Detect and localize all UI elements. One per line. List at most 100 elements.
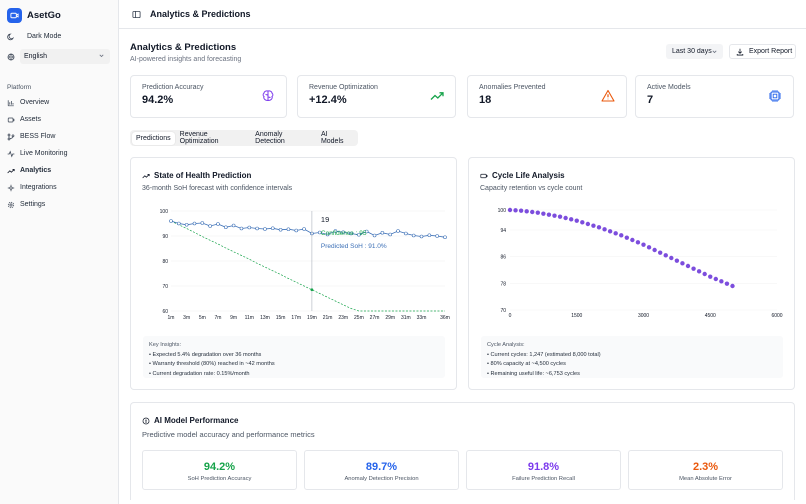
data-point [177,221,181,226]
export-label: Export Report [749,48,793,55]
x-tick-label: 3000 [638,313,649,319]
y-tick-label: 70 [500,308,506,314]
sidebar-item-label: Analytics [20,167,52,174]
brand-name: AsetGo [27,9,61,21]
sidebar-item-label: Assets [20,116,42,123]
x-tick-label: 6000 [771,313,782,319]
x-tick-label: 1500 [571,313,582,319]
y-tick-label: 86 [500,255,506,261]
sidebar-item-assets[interactable]: Assets [7,113,112,126]
data-point [630,237,635,243]
data-point [224,225,228,230]
data-point [247,225,252,230]
data-point [404,231,408,236]
cycle-insights: Cycle Analysis: • Current cycles: 1,247 … [481,336,783,378]
cycle-chart[interactable]: 70 78 86 94 100 0 1500 3000 4500 6000 [469,203,796,333]
soh-insight-item: • Current degradation rate: 0.15%/month [149,370,250,377]
data-point [580,220,585,225]
data-point [685,263,691,269]
main-content: Analytics & Predictions Analytics & Pred… [119,0,806,504]
alert-triangle-icon [601,89,615,102]
data-point [585,221,591,227]
stat-card-prediction-accuracy: Prediction Accuracy 94.2% [130,75,287,118]
x-tick-label: 27m [370,315,380,321]
data-point [419,234,424,239]
data-point [730,283,735,289]
cycle-insight-item: • 80% capacity at ~4,500 cycles [487,361,566,367]
export-report-button[interactable]: Export Report [729,44,796,59]
perf-label: Anomaly Detection Precision [344,476,419,482]
soh-prediction-card: State of Health Prediction 36-month SoH … [130,157,457,390]
page-title: Analytics & Predictions [130,42,237,53]
brand[interactable]: AsetGo [7,7,61,23]
data-point [541,211,546,216]
sidebar-item-overview[interactable]: Overview [7,96,112,109]
perf-label: Mean Absolute Error [679,476,732,482]
sidebar-toggle-icon[interactable] [132,10,141,19]
cpu-icon [769,90,781,102]
cycle-insight-item: • Remaining useful life: ~6,753 cycles [487,370,580,377]
tab-revenue-optimization[interactable]: Revenue Optimization [179,131,219,145]
trend-up-icon [430,92,444,100]
data-point [200,221,205,225]
soh-insight-item: • Warranty threshold (80%) reached in ~4… [149,361,275,367]
dark-mode-toggle[interactable]: Dark Mode [7,30,61,43]
globe-icon [7,53,15,60]
data-point [713,276,719,282]
page-header: Analytics & Predictions AI-powered insig… [130,42,241,63]
stat-label: Prediction Accuracy [142,84,204,91]
data-point [641,242,646,247]
period-value: Last 30 days [672,48,712,55]
stat-value: 7 [647,94,654,106]
x-tick-label: 7m [214,315,221,321]
data-point [652,247,657,253]
moon-icon [7,33,15,40]
x-tick-label: 15m [276,315,286,321]
tab-ai-models[interactable]: AI Models [320,131,344,145]
series-line-lower-bound [170,220,445,312]
sidebar-item-settings[interactable]: Settings [7,198,112,211]
period-select[interactable]: Last 30 days [666,44,723,59]
sidebar-item-analytics[interactable]: Analytics [7,164,112,177]
x-tick-label: 33m [417,315,427,321]
perf-card-title: AI Model Performance [142,416,238,425]
sidebar-item-label: BESS Flow [20,133,56,140]
sidebar-item-bess-flow[interactable]: BESS Flow [7,130,112,143]
soh-chart[interactable]: 60 70 80 90 100 1m 3m 5m 7m 9m 11m 13m 15m 17m 19m 21m 2… [131,203,458,333]
x-tick-label: 25m [354,315,364,321]
sidebar-item-live-monitoring[interactable]: Live Monitoring [7,147,112,160]
data-point [325,232,330,237]
x-tick-label: 13m [260,315,270,321]
stat-value: +12.4% [309,94,347,106]
sidebar-item-integrations[interactable]: Integrations [7,181,112,194]
tab-predictions[interactable]: Predictions [132,131,175,145]
data-point [663,253,668,258]
language-select[interactable]: English [20,49,110,64]
cycle-card-subtitle: Capacity retention vs cycle count [480,185,583,192]
y-tick-label: 70 [162,284,168,290]
dark-mode-label: Dark Mode [27,33,62,40]
data-point [388,232,393,237]
layout-icon [7,99,14,106]
data-point [724,281,730,286]
page-subtitle: AI-powered insights and forecasting [130,56,242,63]
data-point [435,234,439,238]
cycle-insight-item: • Current cycles: 1,247 (estimated 8,000… [487,351,601,358]
sidebar: AsetGo Dark Mode English Platform Overvi… [0,0,119,504]
x-tick-label: 29m [385,315,395,321]
x-tick-label: 21m [323,315,333,321]
data-point [552,213,557,218]
y-tick-label: 80 [162,259,168,265]
data-point [263,227,267,231]
perf-value: 89.7% [365,461,398,473]
data-point [596,225,602,230]
cycle-card-title: Cycle Life Analysis [480,171,565,180]
tab-anomaly-detection[interactable]: Anomaly Detection [255,131,285,145]
battery-icon [480,173,488,178]
data-point [635,240,641,245]
perf-tile-soh-accuracy: 94.2% SoH Prediction Accuracy [142,450,297,490]
data-point [184,222,189,227]
data-point [619,233,624,238]
soh-insights: Key Insights: • Expected 5.4% degradatio… [143,336,445,378]
data-point [208,224,212,228]
